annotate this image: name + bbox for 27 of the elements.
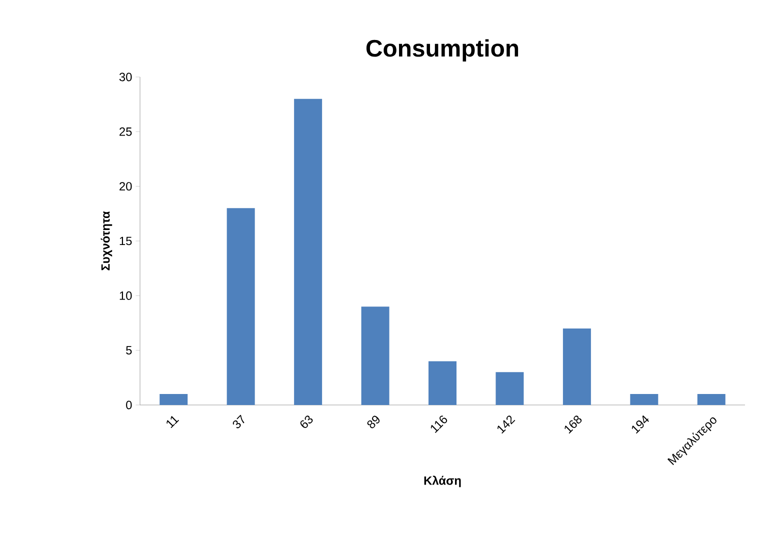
y-tick-label: 15 xyxy=(120,236,132,246)
chart-title: Consumption xyxy=(366,39,518,62)
x-tick-label: 116 xyxy=(430,416,448,433)
bar xyxy=(160,394,188,405)
x-tick-label: 11 xyxy=(166,416,180,428)
bar xyxy=(697,394,726,405)
y-axis-title: Συχνότητα xyxy=(100,211,112,270)
y-tick-label: 20 xyxy=(120,182,132,191)
x-tick-label: 89 xyxy=(367,416,380,428)
bar xyxy=(630,394,658,405)
y-tick-label: 25 xyxy=(120,127,132,136)
y-tick-label: 30 xyxy=(119,72,132,82)
x-tick-label: 142 xyxy=(497,416,516,434)
bar xyxy=(428,361,457,405)
bar xyxy=(562,328,591,405)
y-tick-label: 5 xyxy=(126,346,132,354)
y-tick-label: 0 xyxy=(126,400,132,410)
x-tick-label: 168 xyxy=(564,416,582,434)
x-tick-label: 194 xyxy=(632,415,650,434)
bar xyxy=(226,208,255,405)
x-tick-label: 63 xyxy=(300,416,313,428)
bar xyxy=(361,306,390,405)
bar xyxy=(496,372,524,405)
x-tick-label: 37 xyxy=(232,414,244,428)
bar xyxy=(294,98,322,405)
y-tick-label: 10 xyxy=(120,291,132,300)
x-axis-title: Κλάση xyxy=(424,476,461,488)
